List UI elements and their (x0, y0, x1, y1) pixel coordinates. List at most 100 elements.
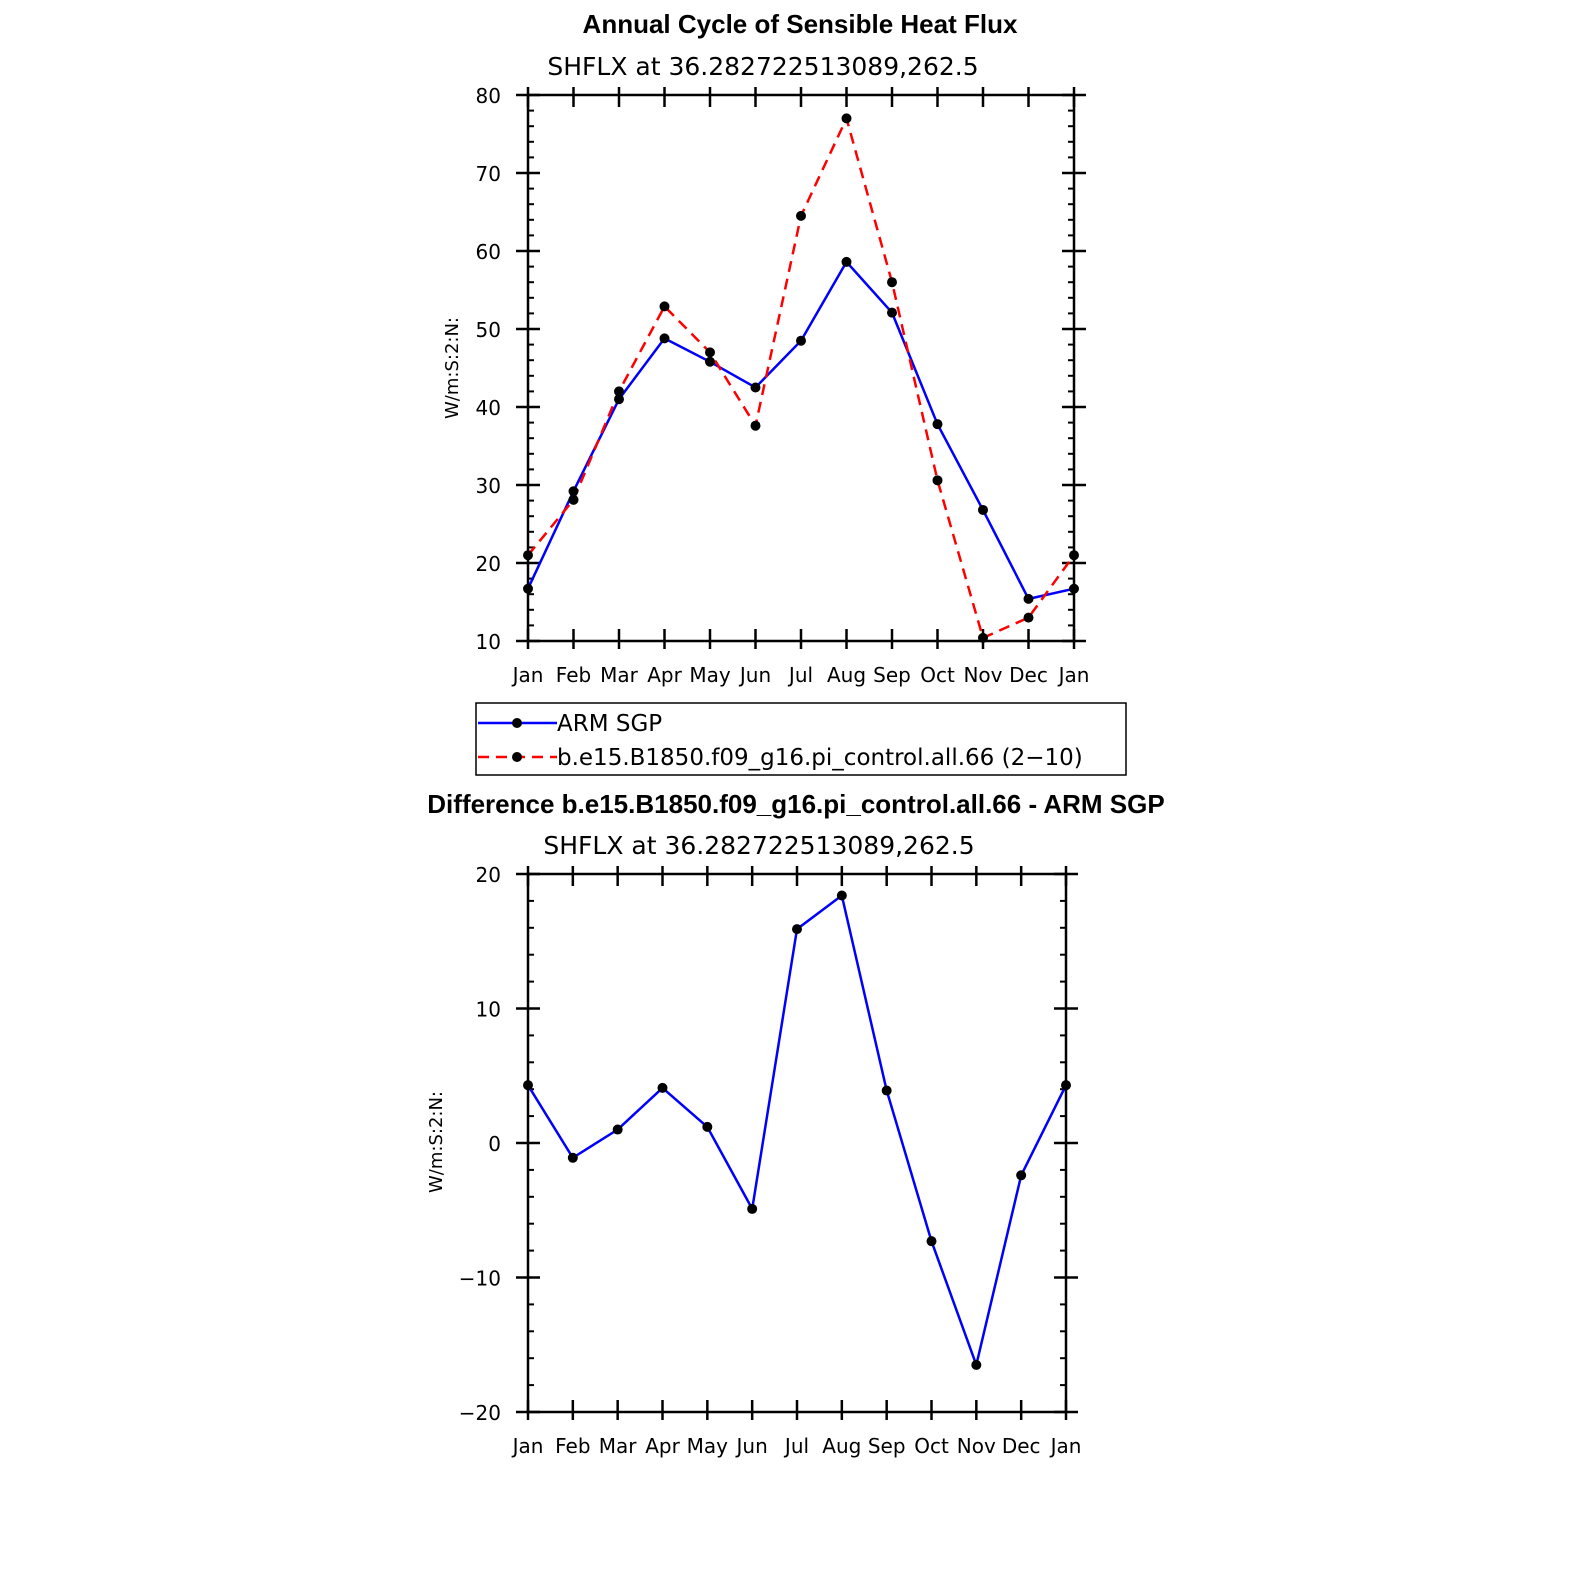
x-tick-label: Aug (822, 1434, 861, 1458)
x-tick-label: Aug (827, 663, 866, 687)
top-chart-markers (523, 113, 1079, 643)
bottom-chart-title: Difference b.e15.B1850.f09_g16.pi_contro… (427, 789, 1164, 819)
y-tick-label: 40 (476, 396, 501, 420)
data-point (841, 256, 852, 267)
x-tick-label: May (689, 663, 731, 687)
x-tick-label: Jan (511, 1434, 544, 1458)
x-tick-label: Jun (735, 1434, 768, 1458)
x-tick-label: Sep (873, 663, 911, 687)
chart-legend: ARM SGP b.e15.B1850.f09_g16.pi_control.a… (475, 702, 1127, 776)
bottom-chart-subtitle: SHFLX at 36.282722513089,262.5 (543, 831, 974, 860)
data-point (932, 419, 943, 430)
data-point (887, 307, 897, 318)
legend-label-arm-sgp: ARM SGP (557, 711, 662, 737)
data-point (1016, 1170, 1027, 1181)
x-tick-label: Mar (599, 1434, 638, 1458)
data-point (614, 386, 624, 397)
y-tick-label: 50 (476, 318, 501, 342)
data-point (612, 1124, 623, 1135)
x-tick-label: Jan (1057, 663, 1090, 687)
x-tick-label: Feb (556, 663, 591, 687)
y-tick-label: 10 (476, 998, 501, 1022)
data-point (750, 382, 761, 393)
y-tick-label: 70 (476, 162, 501, 186)
y-tick-label: 10 (476, 630, 501, 654)
top-chart-subtitle: SHFLX at 36.282722513089,262.5 (547, 52, 978, 81)
data-point (747, 1203, 758, 1214)
x-tick-label: Jul (787, 663, 813, 687)
bottom-chart-plot-frame (526, 872, 1068, 1414)
bottom-chart-ticks (516, 866, 1078, 1420)
y-tick-label: 30 (476, 474, 501, 498)
top-chart-y-tick-labels: 10 20 30 40 50 60 70 80 (476, 84, 501, 654)
data-point (881, 1085, 892, 1096)
top-chart-y-axis-label: W/m:S:2:N: (442, 317, 463, 419)
data-point (1023, 593, 1034, 604)
top-chart-ticks (516, 87, 1086, 649)
data-point (1023, 612, 1034, 623)
x-tick-label: Mar (600, 663, 639, 687)
top-chart-panel: Annual Cycle of Sensible Heat Flux SHFLX… (442, 9, 1127, 776)
bottom-chart-x-tick-labels: Jan Feb Mar Apr May Jun Jul Aug Sep Oct Nov Dec Jan (511, 1434, 1082, 1458)
legend-marker-arm-sgp (512, 718, 522, 728)
top-chart-series (526, 114, 1076, 640)
bottom-chart-y-axis-label: W/m:S:2:N: (426, 1091, 447, 1193)
x-tick-label: Apr (645, 1434, 680, 1458)
x-tick-label: Nov (957, 1434, 996, 1458)
x-tick-label: Jan (1049, 1434, 1082, 1458)
data-point (705, 347, 715, 358)
x-tick-label: Oct (914, 1434, 949, 1458)
bottom-chart-panel: Difference b.e15.B1850.f09_g16.pi_contro… (426, 789, 1165, 1458)
data-point (926, 1236, 937, 1247)
x-tick-label: Jul (783, 1434, 809, 1458)
y-tick-label: −20 (459, 1401, 501, 1425)
data-point (568, 486, 579, 497)
data-point (568, 494, 579, 505)
data-point (841, 113, 852, 124)
x-tick-label: Apr (647, 663, 682, 687)
data-point (796, 335, 806, 346)
y-tick-label: 80 (476, 84, 501, 108)
series-line-0 (526, 259, 1075, 601)
data-point (836, 890, 847, 901)
x-tick-label: Dec (1002, 1434, 1041, 1458)
x-tick-label: Oct (920, 663, 955, 687)
data-point (659, 301, 670, 312)
data-point (792, 924, 802, 935)
data-point (971, 1359, 982, 1370)
data-point (978, 504, 988, 515)
data-point (659, 333, 670, 344)
data-point (614, 394, 624, 405)
x-tick-label: Feb (555, 1434, 590, 1458)
x-tick-label: Jan (511, 663, 544, 687)
series-line-0 (526, 893, 1068, 1370)
top-chart-plot-frame (526, 93, 1076, 643)
data-point (750, 420, 761, 431)
series-line-1 (527, 114, 1076, 640)
y-tick-label: 20 (476, 863, 501, 887)
y-tick-label: 20 (476, 552, 501, 576)
legend-label-model: b.e15.B1850.f09_g16.pi_control.all.66 (2… (557, 745, 1083, 771)
top-chart-title: Annual Cycle of Sensible Heat Flux (583, 9, 1018, 39)
bottom-chart-series (526, 893, 1068, 1370)
data-point (887, 277, 897, 288)
data-point (567, 1152, 578, 1163)
data-point (932, 475, 943, 486)
x-tick-label: Dec (1009, 663, 1048, 687)
x-tick-label: Nov (963, 663, 1002, 687)
x-tick-label: Sep (868, 1434, 906, 1458)
y-tick-label: −10 (459, 1267, 501, 1291)
data-point (705, 356, 715, 367)
bottom-chart-markers (523, 890, 1071, 1370)
bottom-chart-y-tick-labels: −20 −10 0 10 20 (459, 863, 501, 1425)
y-tick-label: 0 (488, 1132, 501, 1156)
legend-box (475, 702, 1127, 776)
y-tick-label: 60 (476, 240, 501, 264)
data-point (702, 1121, 713, 1132)
data-point (796, 210, 806, 221)
top-chart-x-tick-labels: Jan Feb Mar Apr May Jun Jul Aug Sep Oct Nov Dec Jan (511, 663, 1090, 687)
x-tick-label: May (687, 1434, 729, 1458)
legend-marker-model (512, 752, 522, 762)
data-point (657, 1082, 668, 1093)
